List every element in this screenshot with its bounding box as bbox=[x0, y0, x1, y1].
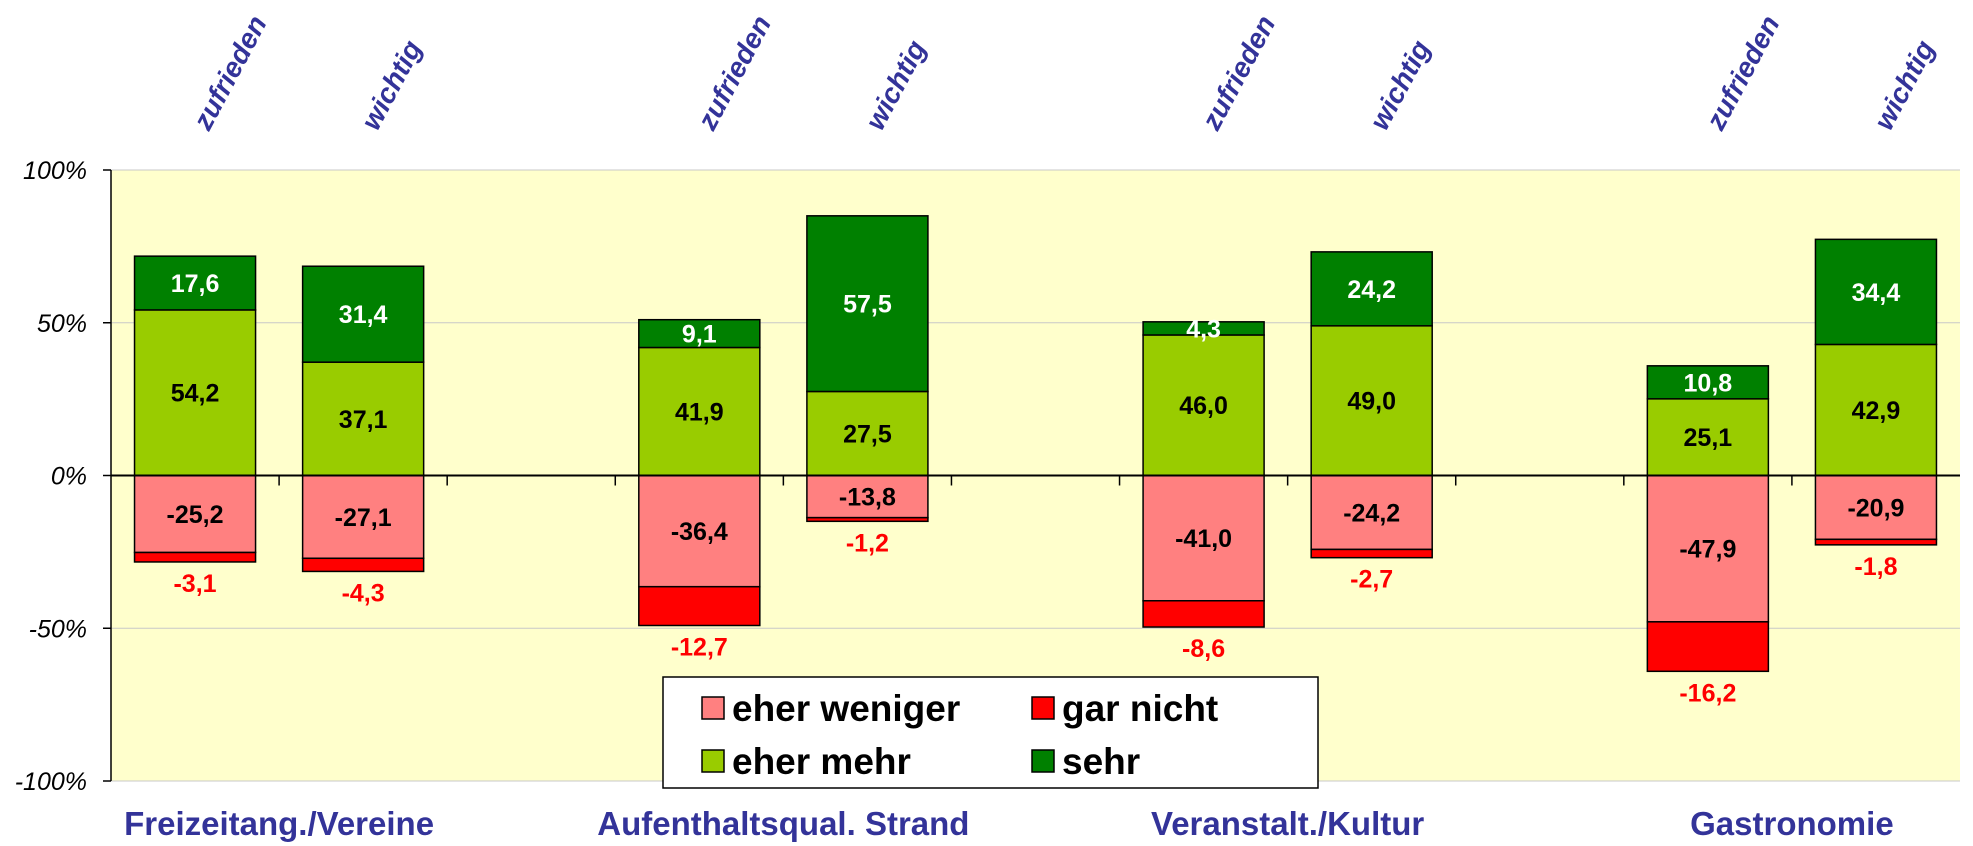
data-label: 17,6 bbox=[171, 270, 220, 298]
bar-segment bbox=[1142, 474, 1265, 602]
bar-segment bbox=[133, 551, 257, 563]
y-tick-label: 100% bbox=[23, 157, 87, 185]
data-label: 57,5 bbox=[843, 291, 892, 319]
legend-label: eher weniger bbox=[732, 688, 960, 729]
category-label: zufrieden bbox=[1195, 10, 1281, 135]
data-label: -3,1 bbox=[173, 570, 216, 598]
bar-segment bbox=[1310, 251, 1433, 327]
data-label: -16,2 bbox=[1679, 679, 1736, 707]
bar-segment bbox=[1646, 365, 1770, 400]
bar-segment bbox=[1646, 621, 1770, 673]
data-label: 4,3 bbox=[1186, 315, 1221, 343]
data-label: 34,4 bbox=[1852, 279, 1901, 307]
category-label: zufrieden bbox=[1699, 10, 1785, 135]
bar-segment bbox=[133, 255, 257, 311]
bar-segment bbox=[1142, 321, 1265, 336]
data-label: -24,2 bbox=[1343, 499, 1400, 527]
legend-swatch bbox=[701, 696, 725, 720]
legend: eher weniger gar nicht eher mehr sehr bbox=[662, 676, 1319, 789]
legend-label: eher mehr bbox=[732, 741, 911, 782]
data-label: 9,1 bbox=[682, 321, 717, 349]
data-label: -12,7 bbox=[671, 634, 728, 662]
bar-segment bbox=[1310, 474, 1433, 551]
legend-label: gar nicht bbox=[1062, 688, 1218, 729]
data-label: 25,1 bbox=[1684, 424, 1733, 452]
bar-segment bbox=[1310, 548, 1433, 559]
bar-segment bbox=[1814, 343, 1938, 477]
data-label: -1,2 bbox=[846, 529, 889, 557]
data-label: 42,9 bbox=[1852, 397, 1901, 425]
group-label: Aufenthaltsqual. Strand bbox=[597, 805, 969, 842]
category-label: zufrieden bbox=[691, 10, 777, 135]
y-tick-label: -50% bbox=[29, 615, 87, 643]
data-label: 49,0 bbox=[1347, 388, 1396, 416]
legend-swatch bbox=[1031, 749, 1055, 773]
y-tick-label: -100% bbox=[15, 768, 87, 796]
bar-segment bbox=[1646, 474, 1770, 623]
data-label: -2,7 bbox=[1350, 566, 1393, 594]
bar-segment bbox=[1814, 538, 1938, 546]
data-label: 31,4 bbox=[339, 301, 388, 329]
bar-segment bbox=[806, 215, 929, 393]
data-label: -47,9 bbox=[1679, 536, 1736, 564]
data-label: 41,9 bbox=[675, 398, 724, 426]
data-label: -25,2 bbox=[167, 501, 224, 529]
bar-segment bbox=[1814, 474, 1938, 541]
legend-label: sehr bbox=[1062, 741, 1140, 782]
bar-segment bbox=[133, 309, 257, 477]
data-label: -1,8 bbox=[1854, 553, 1897, 581]
data-label: 46,0 bbox=[1179, 392, 1228, 420]
data-label: 10,8 bbox=[1684, 369, 1733, 397]
bar-segment bbox=[1142, 600, 1265, 628]
data-label: -27,1 bbox=[335, 504, 392, 532]
group-label: Freizeitang./Vereine bbox=[124, 805, 434, 842]
group-label: Gastronomie bbox=[1690, 805, 1894, 842]
bar-segment bbox=[133, 474, 257, 554]
bar-segment bbox=[638, 474, 761, 588]
bar-segment bbox=[806, 390, 929, 477]
category-label: wichtig bbox=[859, 35, 932, 135]
legend-box bbox=[662, 676, 1319, 789]
legend-swatch bbox=[701, 749, 725, 773]
y-tick-label: 50% bbox=[37, 310, 87, 338]
bar-segment bbox=[301, 557, 425, 573]
data-label: 24,2 bbox=[1347, 276, 1396, 304]
bar-segment bbox=[806, 516, 929, 523]
data-label: -36,4 bbox=[671, 518, 728, 546]
data-label: -20,9 bbox=[1847, 494, 1904, 522]
category-label: zufrieden bbox=[187, 10, 273, 135]
bar-segment bbox=[806, 474, 929, 519]
data-label: 27,5 bbox=[843, 420, 892, 448]
bar-segment bbox=[638, 585, 761, 627]
data-label: -41,0 bbox=[1175, 525, 1232, 553]
bar-segment bbox=[1646, 398, 1770, 477]
data-label: 37,1 bbox=[339, 406, 388, 434]
category-label: wichtig bbox=[1868, 35, 1941, 135]
legend-swatch bbox=[1031, 696, 1055, 720]
data-label: -13,8 bbox=[839, 484, 896, 512]
bar-segment bbox=[638, 346, 761, 477]
data-label: -8,6 bbox=[1182, 635, 1225, 663]
bar-segment bbox=[301, 265, 425, 363]
data-label: 54,2 bbox=[171, 380, 220, 408]
category-label: wichtig bbox=[355, 35, 428, 135]
category-label: wichtig bbox=[1364, 35, 1437, 135]
bar-segment bbox=[301, 474, 425, 560]
bar-segment bbox=[1814, 238, 1938, 346]
data-label: -4,3 bbox=[342, 579, 385, 607]
group-label: Veranstalt./Kultur bbox=[1151, 805, 1424, 842]
bar-segment bbox=[301, 361, 425, 477]
bar-segment bbox=[638, 318, 761, 349]
y-tick-label: 0% bbox=[51, 463, 87, 491]
